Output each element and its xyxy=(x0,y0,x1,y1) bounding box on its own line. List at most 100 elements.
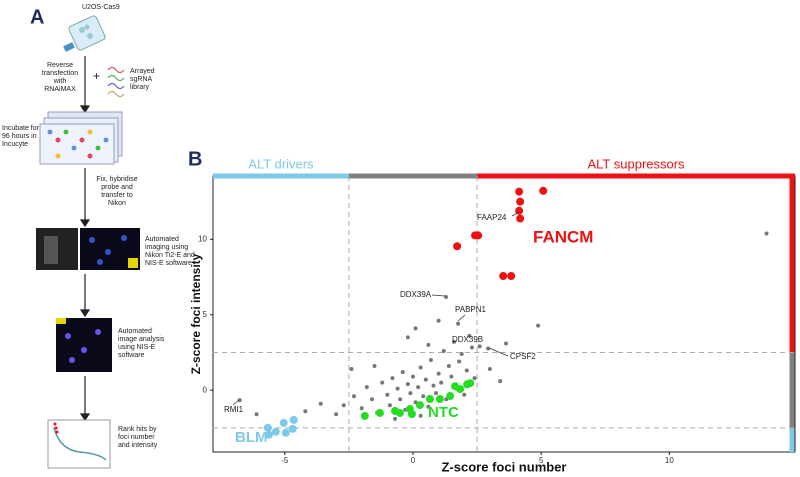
leader-line xyxy=(457,314,466,322)
y-tick-label: 0 xyxy=(203,385,208,394)
point xyxy=(499,271,508,280)
x-tick-label: -5 xyxy=(281,456,289,465)
point xyxy=(334,412,339,417)
point xyxy=(504,341,509,346)
leader-line xyxy=(232,399,240,406)
point xyxy=(318,401,323,406)
point xyxy=(449,374,454,379)
region-label: ALT suppressors xyxy=(588,156,686,171)
point xyxy=(405,335,410,340)
point xyxy=(436,371,441,376)
point xyxy=(472,376,477,381)
point xyxy=(264,430,273,439)
flask xyxy=(63,15,106,52)
point xyxy=(469,345,474,350)
point xyxy=(380,380,385,385)
x-tick-label: 10 xyxy=(665,456,674,465)
point xyxy=(360,411,369,420)
point xyxy=(431,383,436,388)
point xyxy=(423,377,428,382)
point xyxy=(446,392,455,401)
step-text: Reverse transfection with RNAiMAX xyxy=(41,62,79,93)
point xyxy=(375,408,384,417)
y-tick-label: 5 xyxy=(203,310,208,319)
point xyxy=(439,380,444,385)
leader-line xyxy=(431,294,446,297)
annotation: CPSF2 xyxy=(510,352,536,361)
step-text: Arrayed sgRNA library xyxy=(130,68,155,91)
annotation: BLM xyxy=(235,429,268,446)
point xyxy=(413,326,418,331)
rank-plot xyxy=(47,419,111,469)
point xyxy=(464,368,469,373)
annotation: DDX39A xyxy=(400,290,432,299)
cell-line: U2OS-Cas9 xyxy=(82,4,120,11)
point xyxy=(418,413,423,418)
point xyxy=(466,379,475,388)
annotation: FAAP24 xyxy=(477,213,507,222)
annotation: DDX39B xyxy=(452,335,483,344)
point xyxy=(764,231,769,236)
point xyxy=(446,364,451,369)
step-text: Incubate for 96 hours in Incucyte xyxy=(2,125,39,148)
point xyxy=(400,370,405,375)
point xyxy=(303,409,308,414)
leader-line xyxy=(511,211,520,217)
point xyxy=(516,197,525,206)
point xyxy=(498,379,503,384)
plates xyxy=(39,111,123,165)
step-text: Automated image analysis using NIS-E sof… xyxy=(118,328,165,359)
x-tick-label: 5 xyxy=(539,456,544,465)
point xyxy=(349,367,354,372)
arrows xyxy=(79,56,91,422)
point xyxy=(418,365,423,370)
point xyxy=(444,294,449,299)
point xyxy=(426,342,431,347)
point xyxy=(341,403,346,408)
point xyxy=(462,392,467,397)
point xyxy=(428,358,433,362)
point xyxy=(474,231,483,240)
point xyxy=(539,186,548,195)
point xyxy=(426,404,431,409)
point xyxy=(507,271,516,280)
point xyxy=(415,401,424,410)
plus: + xyxy=(93,69,101,83)
point xyxy=(405,382,410,387)
point xyxy=(271,427,280,436)
annotation: FANCM xyxy=(533,227,593,246)
annotation: PABPN1 xyxy=(455,305,487,314)
point xyxy=(425,395,434,404)
point xyxy=(398,397,403,402)
point xyxy=(452,339,457,344)
region-label: ALT drivers xyxy=(248,156,314,171)
panel-label: A xyxy=(30,6,44,28)
point xyxy=(407,409,416,418)
point xyxy=(456,385,465,394)
point xyxy=(281,428,290,437)
point xyxy=(453,242,462,251)
point xyxy=(369,397,374,402)
point xyxy=(416,385,421,390)
point xyxy=(456,321,461,326)
point xyxy=(487,367,492,372)
point xyxy=(393,416,398,421)
x-tick-label: 0 xyxy=(411,456,416,465)
y-axis-label: Z-score foci intensity xyxy=(189,253,203,374)
point xyxy=(457,359,462,364)
step-text: Fix, hybridise probe and transfer to Nik… xyxy=(96,176,138,207)
point xyxy=(364,385,369,390)
point xyxy=(289,415,298,424)
point xyxy=(434,391,439,396)
panel-label: B xyxy=(188,148,202,170)
step-text: Rank hits by foci number and intensity xyxy=(118,426,158,449)
point xyxy=(477,344,482,349)
point xyxy=(263,423,272,432)
point xyxy=(359,406,364,411)
point xyxy=(486,346,491,351)
microscope-images xyxy=(36,228,140,270)
point xyxy=(516,214,525,223)
point xyxy=(395,408,404,417)
